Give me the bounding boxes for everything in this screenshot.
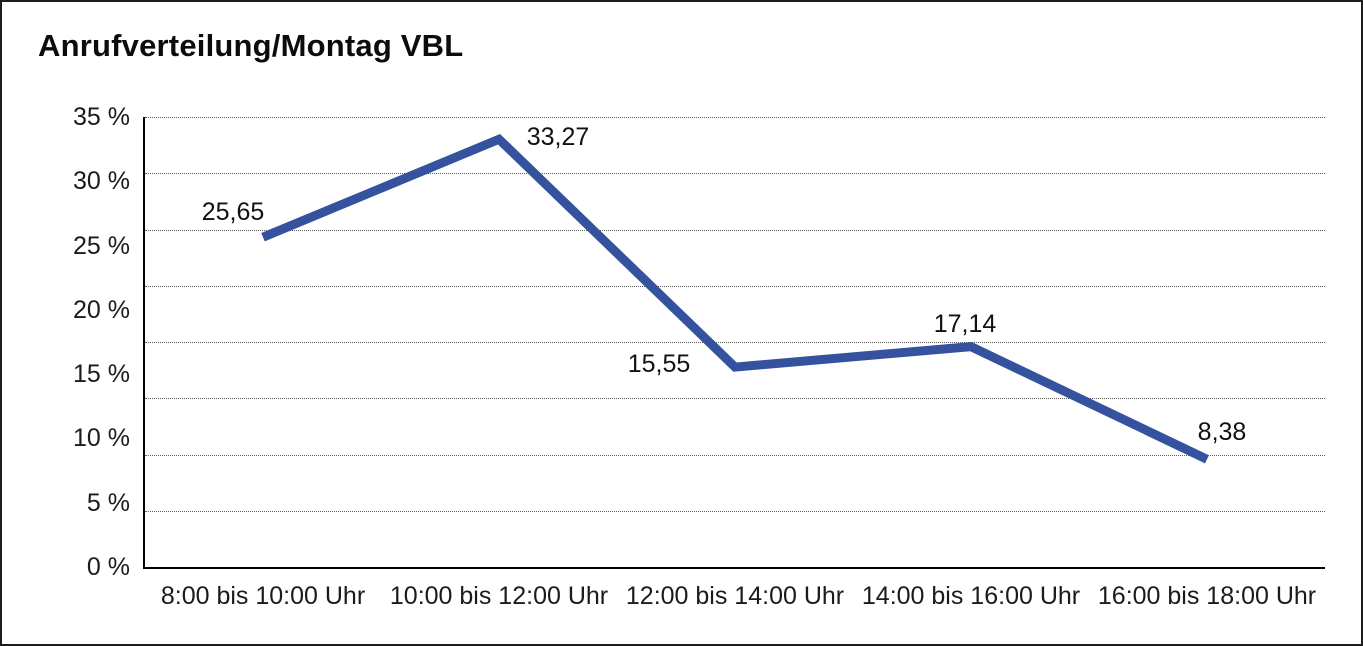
data-point-label: 33,27	[526, 123, 590, 152]
y-axis-label: 30 %	[73, 167, 130, 196]
gridline	[145, 173, 1325, 175]
x-axis-label: 14:00 bis 16:00 Uhr	[861, 582, 1081, 610]
gridline	[145, 398, 1325, 400]
x-axis-label: 12:00 bis 14:00 Uhr	[625, 582, 845, 610]
plot-area	[145, 117, 1325, 567]
gridline	[145, 117, 1325, 118]
data-point-label: 8,38	[1197, 418, 1247, 447]
line-chart-canvas	[261, 133, 1209, 464]
y-axis-label: 35 %	[73, 103, 130, 131]
y-axis-label: 0 %	[86, 553, 130, 581]
x-axis-line	[143, 567, 1325, 569]
y-axis-label: 10 %	[73, 424, 130, 453]
x-axis-label: 10:00 bis 12:00 Uhr	[389, 582, 609, 610]
gridline	[145, 510, 1325, 512]
gridline	[145, 285, 1325, 287]
chart-title: Anrufverteilung/Montag VBL	[38, 28, 464, 63]
x-axis-label: 16:00 bis 18:00 Uhr	[1097, 582, 1317, 610]
y-axis-label: 5 %	[86, 488, 130, 517]
data-point-label: 17,14	[933, 309, 997, 338]
y-axis-line	[143, 117, 145, 569]
data-series-line	[261, 133, 1209, 464]
gridline	[145, 342, 1325, 343]
gridline	[145, 229, 1325, 231]
x-axis-label: 8:00 bis 10:00 Uhr	[160, 582, 366, 610]
data-point-label: 25,65	[201, 198, 265, 227]
y-axis-label: 25 %	[73, 231, 130, 260]
y-axis-label: 20 %	[73, 295, 130, 324]
y-axis-label: 15 %	[73, 360, 130, 389]
gridline	[145, 454, 1325, 456]
data-point-label: 15,55	[627, 350, 691, 379]
